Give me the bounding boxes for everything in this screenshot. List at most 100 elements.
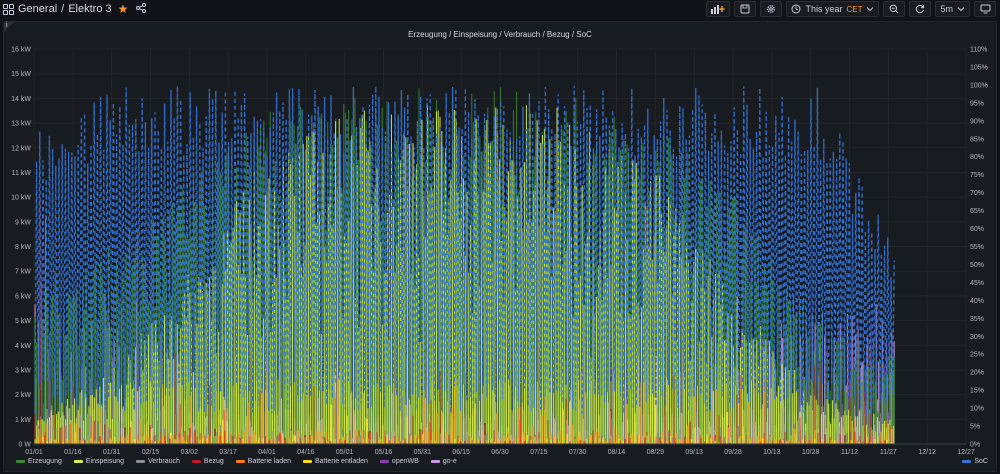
y-right-tick-label: 5% [970,424,980,431]
chevron-down-icon [957,7,965,12]
y-right-tick-label: 80% [970,154,984,161]
x-tick-label: 04/01 [258,449,276,456]
zoom-out-icon [890,4,899,14]
add-panel-button[interactable] [706,1,731,17]
clock-icon [791,4,801,14]
x-tick-label: 11/12 [841,449,858,456]
refresh-button[interactable] [909,1,932,17]
x-tick-label: 04/16 [297,449,315,456]
y-left-tick-label: 16 kW [11,47,31,54]
y-right-tick-label: 105% [970,64,988,71]
legend-label: openWB [391,458,419,465]
x-tick-label: 05/31 [414,449,432,456]
y-right-tick-label: 0% [970,442,980,449]
save-dashboard-button[interactable] [734,1,757,17]
y-right-tick-label: 85% [970,136,984,143]
x-tick-label: 07/15 [530,449,548,456]
legend-item-verbrauch[interactable]: Verbrauch [136,458,180,465]
x-tick-label: 03/17 [219,449,237,456]
y-right-tick-label: 65% [970,208,984,215]
y-right-tick-label: 60% [970,226,984,233]
x-tick-label: 10/13 [763,449,781,456]
y-left-tick-label: 15 kW [11,71,31,78]
tv-icon [980,4,990,14]
x-tick-label: 12/27 [957,449,975,456]
x-tick-label: 07/30 [569,449,587,456]
breadcrumb-folder[interactable]: General [18,3,58,15]
x-tick-label: 02/15 [142,449,160,456]
tv-mode-button[interactable] [974,1,996,17]
y-left-tick-label: 7 kW [15,269,31,276]
legend-swatch [379,460,389,463]
x-tick-label: 12/12 [918,449,936,456]
y-left-tick-label: 3 kW [15,367,31,374]
dashboard-toolbar: This year CET 5m [706,0,996,18]
legend-swatch [235,460,245,463]
legend-label: Batterie laden [247,458,291,465]
legend-item-bezug[interactable]: Bezug [191,458,224,465]
y-left-tick-label: 14 kW [11,96,31,103]
chart-axes: 0 W 1 kW 2 kW 3 kW 4 kW 5 kW 6 kW 7 kW 8 kW 9 kW 1… [11,47,988,457]
time-range-label: This year [805,4,843,14]
legend-label: SoC [974,458,988,465]
x-tick-label: 06/15 [452,449,470,456]
breadcrumb: General / Elektro 3 ★ [0,0,147,18]
x-tick-label: 06/30 [491,449,509,456]
chart-legend: Erzeugung Einspeisung Verbrauch Bezug Batter… [16,458,457,465]
y-right-tick-label: 15% [970,388,984,395]
panel-title[interactable]: Erzeugung / Einspeisung / Verbrauch / Be… [408,30,592,39]
timezone-label: CET [846,4,863,14]
legend-item-soc[interactable]: SoC [962,458,988,465]
legend-swatch [430,460,440,463]
legend-label: Erzeugung [28,458,62,465]
zoom-out-button[interactable] [883,1,906,17]
x-tick-label: 03/02 [181,449,199,456]
refresh-icon [916,5,925,14]
y-left-tick-label: 11 kW [12,170,32,177]
x-tick-label: 09/28 [724,449,742,456]
panel-info-corner[interactable] [4,22,14,32]
energy-chart[interactable]: 0 W 1 kW 2 kW 3 kW 4 kW 5 kW 6 kW 7 kW 8 kW 9 kW 1… [4,22,998,473]
share-icon[interactable] [136,2,147,16]
time-range-picker[interactable]: This year CET [786,1,880,17]
legend-label: Verbrauch [148,458,180,465]
y-left-tick-label: 12 kW [11,145,31,152]
star-icon[interactable]: ★ [117,2,129,16]
y-right-tick-label: 50% [970,262,984,269]
legend-item-erzeugung[interactable]: Erzeugung [16,458,62,465]
legend-item-batterie-laden[interactable]: Batterie laden [235,458,291,465]
legend-swatch [962,460,972,463]
y-left-tick-label: 2 kW [15,392,31,399]
y-right-tick-label: 30% [970,334,984,341]
y-right-tick-label: 35% [970,316,984,323]
breadcrumb-separator: / [61,3,65,15]
gear-icon [767,5,776,13]
refresh-interval-picker[interactable]: 5m [935,1,970,17]
breadcrumb-dashboard[interactable]: Elektro 3 [68,3,112,15]
y-left-tick-label: 1 kW [15,417,31,424]
y-left-tick-label: 4 kW [15,343,31,350]
legend-swatch [302,460,312,463]
legend-swatch [191,460,201,463]
legend-item-openwb[interactable]: openWB [379,458,419,465]
legend-swatch [136,460,145,463]
add-panel-icon [711,5,725,14]
y-right-tick-label: 25% [970,352,984,359]
x-tick-label: 01/16 [64,449,82,456]
legend-label: Bezug [203,458,224,465]
y-right-tick-label: 10% [970,406,984,413]
legend-item-einspeisung[interactable]: Einspeisung [73,458,124,465]
y-right-tick-label: 100% [970,82,988,89]
y-right-tick-label: 40% [970,298,984,305]
y-right-tick-label: 20% [970,370,984,377]
y-left-tick-label: 8 kW [15,244,31,251]
dashboard-settings-button[interactable] [760,1,783,17]
y-right-tick-label: 45% [970,280,984,287]
info-icon[interactable]: i [6,22,8,29]
legend-item-batterie-entladen[interactable]: Batterie entladen [302,458,368,465]
dashboards-grid-icon[interactable] [3,3,14,15]
x-tick-label: 09/13 [685,449,703,456]
x-tick-label: 11/27 [880,449,897,456]
legend-item-go-e[interactable]: go-e [430,458,457,465]
legend-swatch [73,460,83,463]
